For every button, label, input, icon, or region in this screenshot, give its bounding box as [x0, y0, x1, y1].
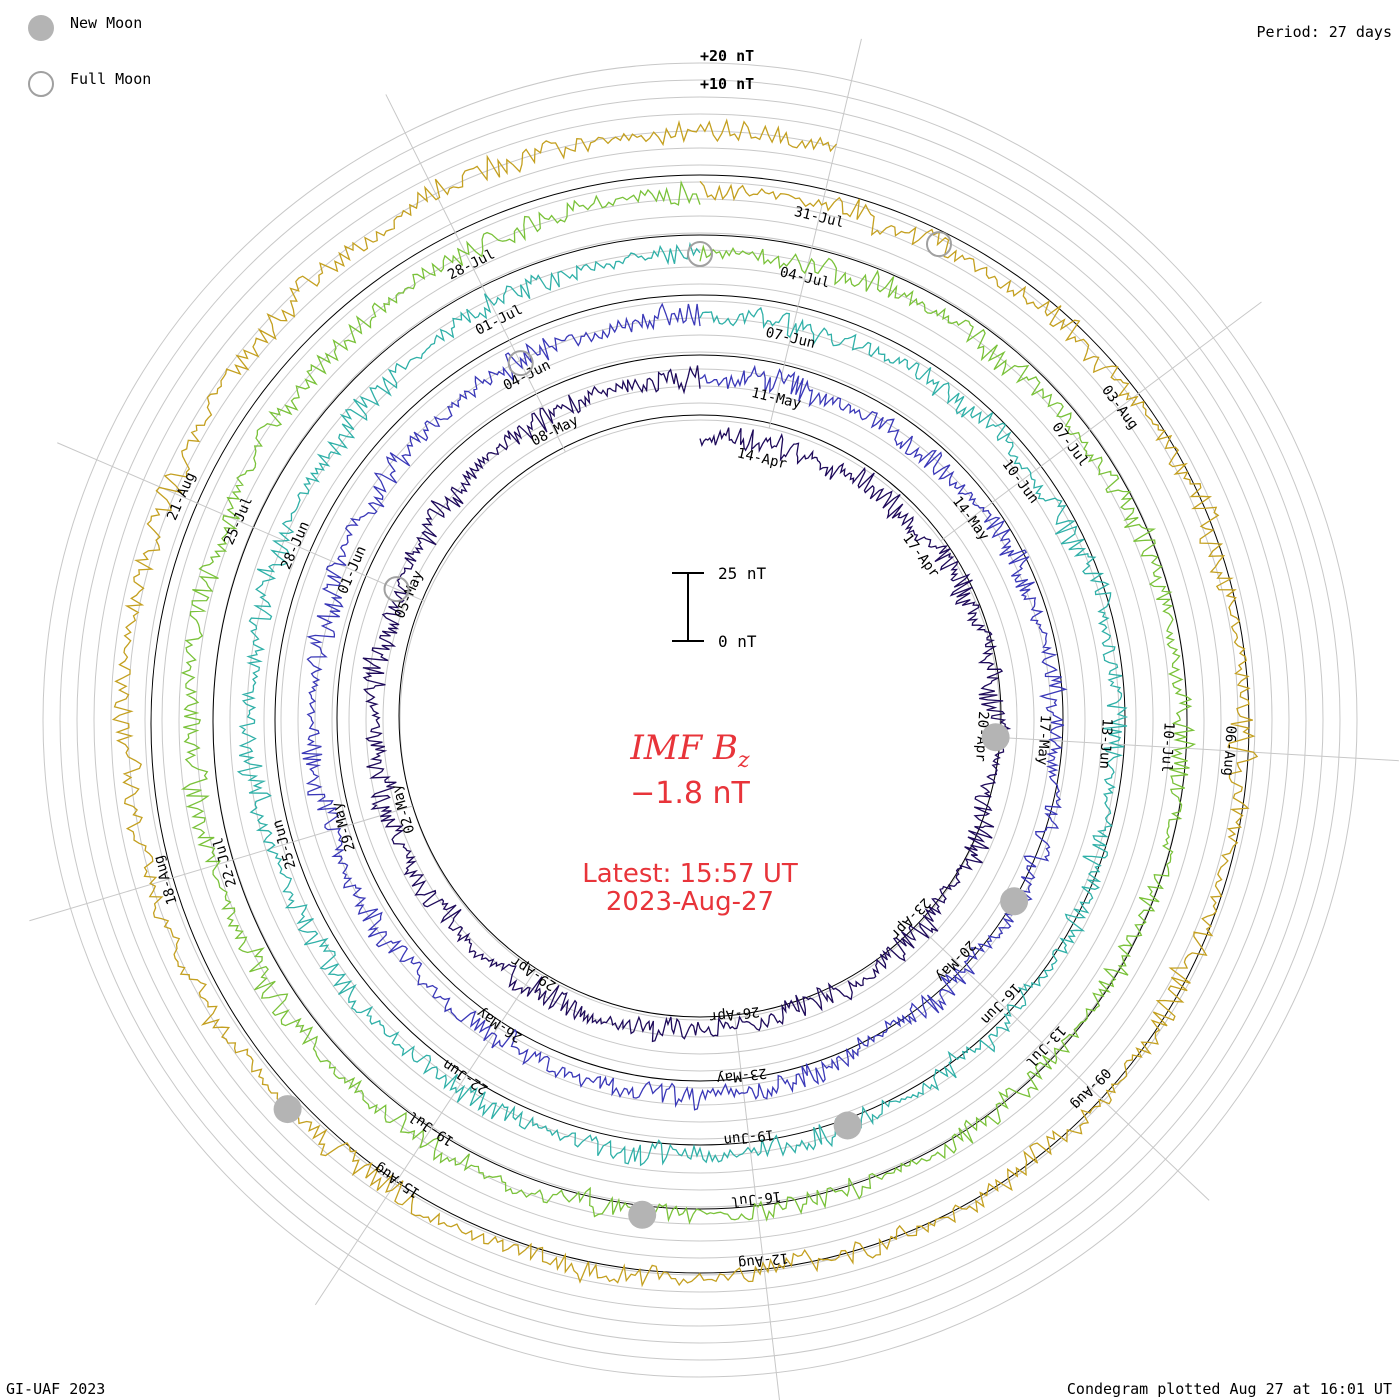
credit-label: GI-UAF 2023 [6, 1380, 106, 1398]
date-label: 26-Apr [708, 1003, 760, 1025]
date-label: 10-Jul [1158, 722, 1177, 773]
date-label: 23-May [716, 1065, 768, 1087]
legend-new-moon-label: New Moon [70, 14, 143, 32]
moon-markers [273, 231, 1029, 1229]
date-label: 21-Aug [164, 470, 199, 523]
zero-reference-ring [398, 414, 1002, 1018]
grid-ring [263, 283, 1137, 1157]
date-label: 14-Apr [735, 445, 788, 472]
date-label: 18-Aug [151, 853, 181, 906]
new-moon-marker [981, 723, 1010, 752]
latest-value: −1.8 nT [630, 776, 750, 811]
date-label: 14-May [949, 494, 992, 544]
date-spoke [385, 94, 566, 453]
legend-full-moon-label: Full Moon [70, 70, 152, 88]
full-moon-marker [507, 350, 534, 377]
grid-ring [110, 130, 1290, 1310]
date-label: 19-Jul [406, 1108, 457, 1149]
series-trace [236, 241, 1129, 1167]
full-moon-marker [687, 241, 713, 267]
date-label: 03-Aug [1098, 383, 1141, 433]
full-moon-icon [28, 71, 54, 97]
date-label: 20-Apr [972, 711, 991, 762]
date-label: 12-Aug [737, 1249, 789, 1271]
date-spoke [999, 736, 1399, 762]
date-label: 09-Aug [1067, 1065, 1113, 1113]
grid-ring [229, 249, 1171, 1191]
series-trace [111, 118, 1259, 1288]
zero-reference-ring [274, 294, 1126, 1146]
date-label: 16-Jul [730, 1188, 782, 1210]
grid-ring [195, 215, 1205, 1225]
zero-reference-ring [336, 354, 1064, 1082]
series-traces [111, 118, 1259, 1288]
grid-ring [365, 385, 1035, 1055]
grid-ring [42, 62, 1358, 1378]
date-label: 26-May [474, 1004, 525, 1045]
period-label: Period: 27 days [1256, 23, 1392, 41]
full-moon-marker [383, 576, 410, 603]
grid-ring [59, 79, 1341, 1361]
grid-ring [314, 334, 1086, 1106]
scale-bar-top-label: 25 nT [718, 564, 767, 583]
date-spoke [57, 442, 425, 602]
grid-ring [331, 351, 1069, 1089]
series-trace [362, 365, 1012, 1043]
latest-time: Latest: 15:57 UT 2023-Aug-27 [490, 860, 890, 916]
date-label: 31-Jul [793, 204, 846, 231]
grid-ring [297, 317, 1103, 1123]
date-label: 04-Jul [778, 264, 831, 291]
zero-reference-ring [212, 234, 1188, 1210]
ring-label-top: +20 nT [700, 47, 755, 65]
grid-ring [127, 147, 1273, 1293]
date-label: 19-Jun [723, 1126, 775, 1148]
latest-date-line: 2023-Aug-27 [605, 887, 775, 917]
date-label: 01-Jun [335, 544, 370, 597]
date-spoke [29, 805, 413, 922]
latest-time-line: Latest: 15:57 UT [582, 859, 798, 889]
full-moon-marker [926, 231, 952, 258]
grid-ring [93, 113, 1307, 1327]
date-label: 28-Jun [278, 519, 313, 572]
new-moon-icon [28, 15, 54, 41]
grid-ring [178, 198, 1222, 1242]
chart-title: IMF Bz [500, 728, 880, 773]
new-moon-marker [1000, 887, 1029, 916]
date-label: 06-Aug [1220, 725, 1239, 776]
grid-ring [382, 402, 1018, 1038]
scale-bar [672, 572, 704, 642]
grid-ring [348, 368, 1052, 1072]
ring-label-mid: +10 nT [700, 75, 755, 93]
date-spoke [768, 38, 862, 429]
scale-bar-bottom-label: 0 nT [718, 632, 757, 651]
date-label: 22-Jun [440, 1056, 491, 1097]
plotted-label: Condegram plotted Aug 27 at 16:01 UT [1066, 1380, 1392, 1398]
date-spoke [734, 1017, 780, 1400]
series-trace [180, 180, 1197, 1225]
date-spokes [29, 38, 1399, 1400]
new-moon-marker [833, 1111, 862, 1140]
grid-ring [399, 419, 1001, 1021]
date-label: 13-Jun [1096, 718, 1115, 769]
grid-rings [42, 62, 1358, 1378]
chart-title-text: IMF B [630, 728, 739, 768]
chart-title-subscript: z [738, 747, 750, 773]
series-trace [301, 302, 1068, 1111]
date-label: 22-Jul [210, 836, 240, 889]
date-spoke [940, 301, 1262, 542]
date-spoke [917, 925, 1210, 1201]
new-moon-marker [273, 1095, 302, 1124]
new-moon-marker [628, 1200, 657, 1229]
date-label: 29-May [329, 800, 359, 853]
grid-ring [76, 96, 1324, 1344]
date-label: 08-May [529, 413, 581, 450]
date-spoke [314, 970, 536, 1306]
date-label: 17-May [1034, 714, 1053, 765]
